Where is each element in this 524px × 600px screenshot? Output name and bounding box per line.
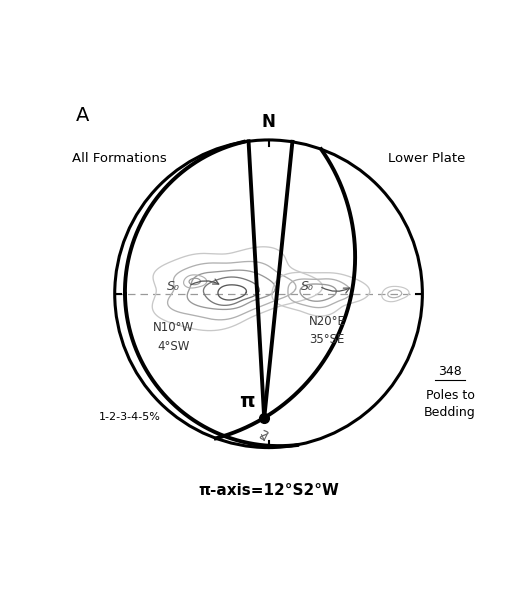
Text: 35°SE: 35°SE [309,334,345,346]
Text: S₀: S₀ [301,280,313,293]
Text: 1-2-3-4-5%: 1-2-3-4-5% [99,412,161,422]
Text: π-axis=12°S2°W: π-axis=12°S2°W [198,483,339,498]
Text: S₀: S₀ [167,280,180,293]
Text: Poles to: Poles to [425,389,475,402]
Text: A: A [77,106,90,125]
Text: N20°E: N20°E [309,315,345,328]
Text: N: N [261,113,276,131]
Text: Bedding: Bedding [424,406,476,419]
Text: 348: 348 [438,365,462,379]
Text: π: π [239,392,255,410]
Text: Lower Plate: Lower Plate [388,152,465,165]
Text: N10°W: N10°W [152,321,194,334]
Text: All Formations: All Formations [72,152,167,165]
Text: 4°SW: 4°SW [157,340,189,353]
